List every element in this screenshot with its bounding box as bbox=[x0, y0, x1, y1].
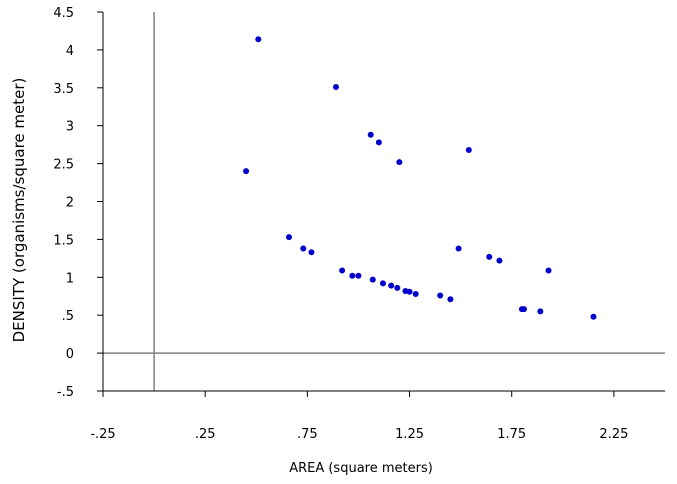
data-point bbox=[255, 36, 262, 43]
x-tick-label: 2.25 bbox=[599, 427, 628, 442]
y-tick-label: 1.5 bbox=[53, 233, 74, 248]
data-point bbox=[465, 146, 472, 153]
y-tick-label: 4.5 bbox=[53, 6, 74, 21]
x-tick-label: .75 bbox=[297, 427, 318, 442]
data-point bbox=[537, 308, 544, 315]
y-tick-label: -.5 bbox=[57, 385, 74, 400]
x-axis-title: AREA (square meters) bbox=[289, 461, 433, 476]
data-point bbox=[369, 276, 376, 283]
data-point bbox=[355, 272, 362, 279]
data-point bbox=[447, 296, 454, 303]
y-axis-title: DENSITY (organisms/square meter) bbox=[10, 78, 28, 343]
data-point bbox=[332, 84, 339, 91]
y-tick-label: .5 bbox=[62, 309, 74, 324]
data-point bbox=[285, 234, 292, 241]
data-point bbox=[243, 168, 250, 175]
data-point bbox=[455, 245, 462, 252]
x-tick-label: .25 bbox=[195, 427, 216, 442]
data-point bbox=[396, 159, 403, 166]
data-points bbox=[243, 36, 597, 320]
data-point bbox=[590, 313, 597, 320]
data-point bbox=[520, 306, 527, 313]
x-axis-ticks: -.25 .25 .75 1.25 1.75 2.25 bbox=[90, 391, 628, 442]
y-tick-label: 4 bbox=[66, 44, 74, 59]
y-tick-label: 2 bbox=[66, 196, 74, 211]
y-tick-label: 3.5 bbox=[53, 82, 74, 97]
y-tick-label: 2.5 bbox=[53, 158, 74, 173]
data-point bbox=[349, 272, 356, 279]
y-tick-label: 1 bbox=[66, 271, 74, 286]
x-tick-label: 1.75 bbox=[497, 427, 526, 442]
data-point bbox=[394, 284, 401, 291]
axes bbox=[102, 12, 665, 392]
data-point bbox=[406, 288, 413, 295]
data-point bbox=[308, 249, 315, 256]
x-tick-label: -.25 bbox=[90, 427, 115, 442]
data-point bbox=[545, 267, 552, 274]
y-tick-label: 3 bbox=[66, 120, 74, 135]
data-point bbox=[486, 253, 493, 260]
data-point bbox=[300, 245, 307, 252]
data-point bbox=[375, 139, 382, 146]
data-point bbox=[339, 267, 346, 274]
x-tick-label: 1.25 bbox=[395, 427, 424, 442]
y-axis-ticks: -.5 0 .5 1 1.5 2 2.5 3 3.5 4 4.5 bbox=[53, 6, 103, 400]
data-point bbox=[412, 290, 419, 297]
data-point bbox=[388, 282, 395, 289]
reference-lines bbox=[103, 12, 665, 391]
y-tick-label: 0 bbox=[66, 347, 74, 362]
data-point bbox=[367, 131, 374, 138]
data-point bbox=[437, 292, 444, 299]
data-point bbox=[496, 257, 503, 264]
data-point bbox=[379, 280, 386, 287]
